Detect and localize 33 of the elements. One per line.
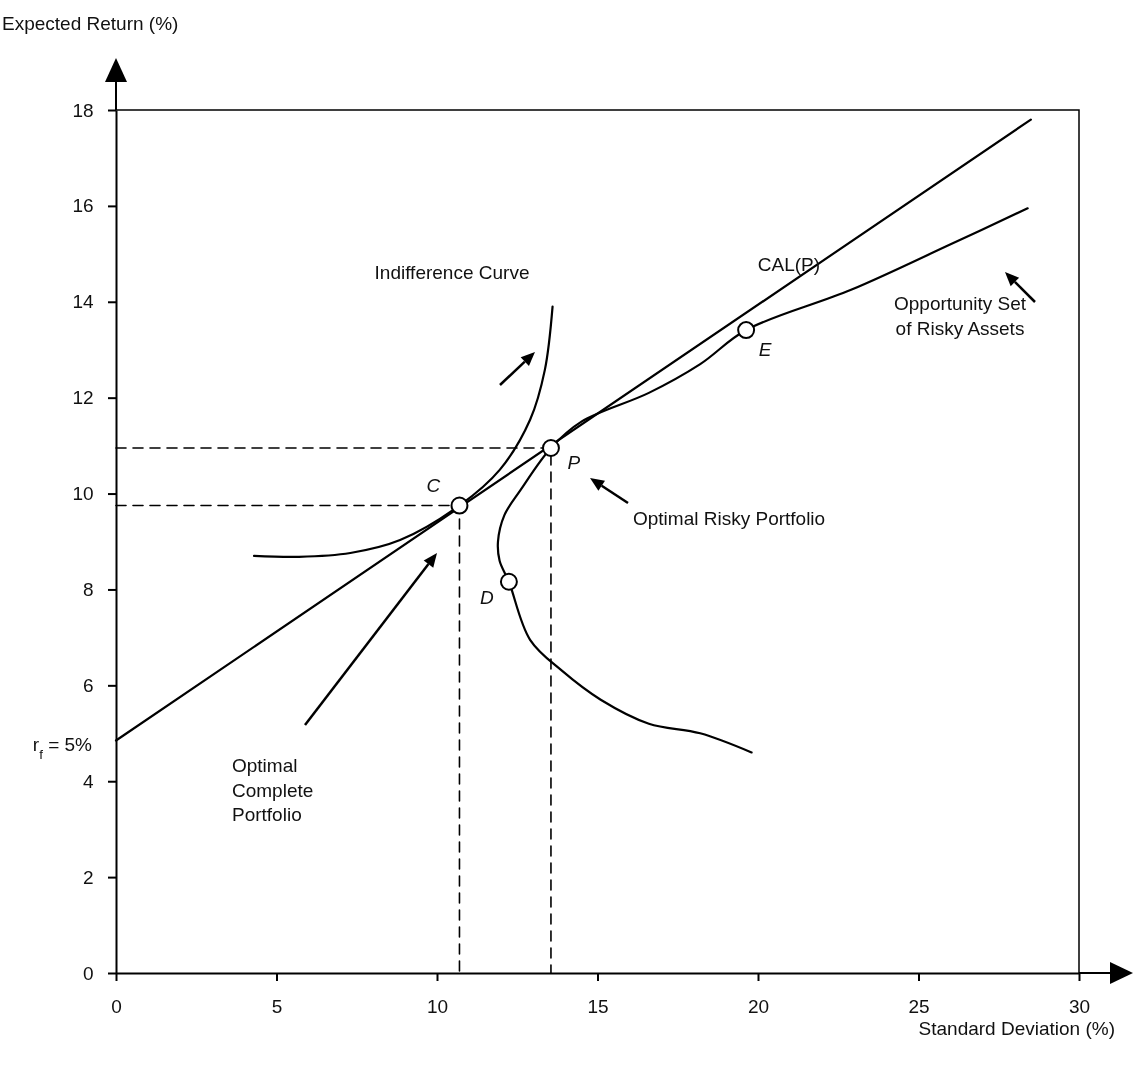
y-axis-title: Expected Return (%) [2, 13, 179, 34]
annotation: D [480, 586, 495, 608]
x-tick-label: 30 [1068, 995, 1091, 1017]
point [450, 496, 469, 515]
annotation: CAL(P) [757, 253, 821, 275]
y-tick-label: 6 [83, 674, 94, 696]
y-tick-label: 0 [83, 962, 94, 984]
annotation: E [758, 339, 772, 361]
annotation: Optimal Complete Portfolio [232, 755, 314, 826]
annotation: r$_{f}$ = 5% [32, 734, 93, 762]
y-tick-label: 4 [83, 770, 95, 792]
y-tick-label: 16 [72, 195, 94, 217]
annotation: P [567, 452, 581, 474]
x-tick-label: 25 [908, 995, 930, 1017]
y-tick-label: 8 [83, 579, 94, 601]
y-tick-label: 12 [72, 387, 94, 409]
x-tick-label: 15 [587, 995, 609, 1017]
y-tick-label: 10 [72, 483, 94, 505]
annotation: C [426, 474, 441, 496]
y-tick-label: 2 [83, 866, 94, 888]
point [737, 321, 756, 340]
x-tick-label: 5 [271, 995, 283, 1017]
point [499, 572, 518, 591]
point [541, 439, 560, 457]
annotation: Indifference Curve [374, 262, 530, 283]
x-tick-label: 0 [111, 995, 122, 1017]
x-tick-label: 20 [747, 995, 770, 1017]
y-tick-label: 18 [72, 99, 94, 121]
annotation: Optimal Risky Portfolio [633, 508, 826, 529]
x-tick-label: 10 [426, 995, 449, 1017]
x-axis-title: Standard Deviation (%) [918, 1018, 1115, 1039]
y-tick-label: 14 [72, 291, 95, 313]
annotation: Opportunity Set of Risky Assets [893, 293, 1027, 339]
